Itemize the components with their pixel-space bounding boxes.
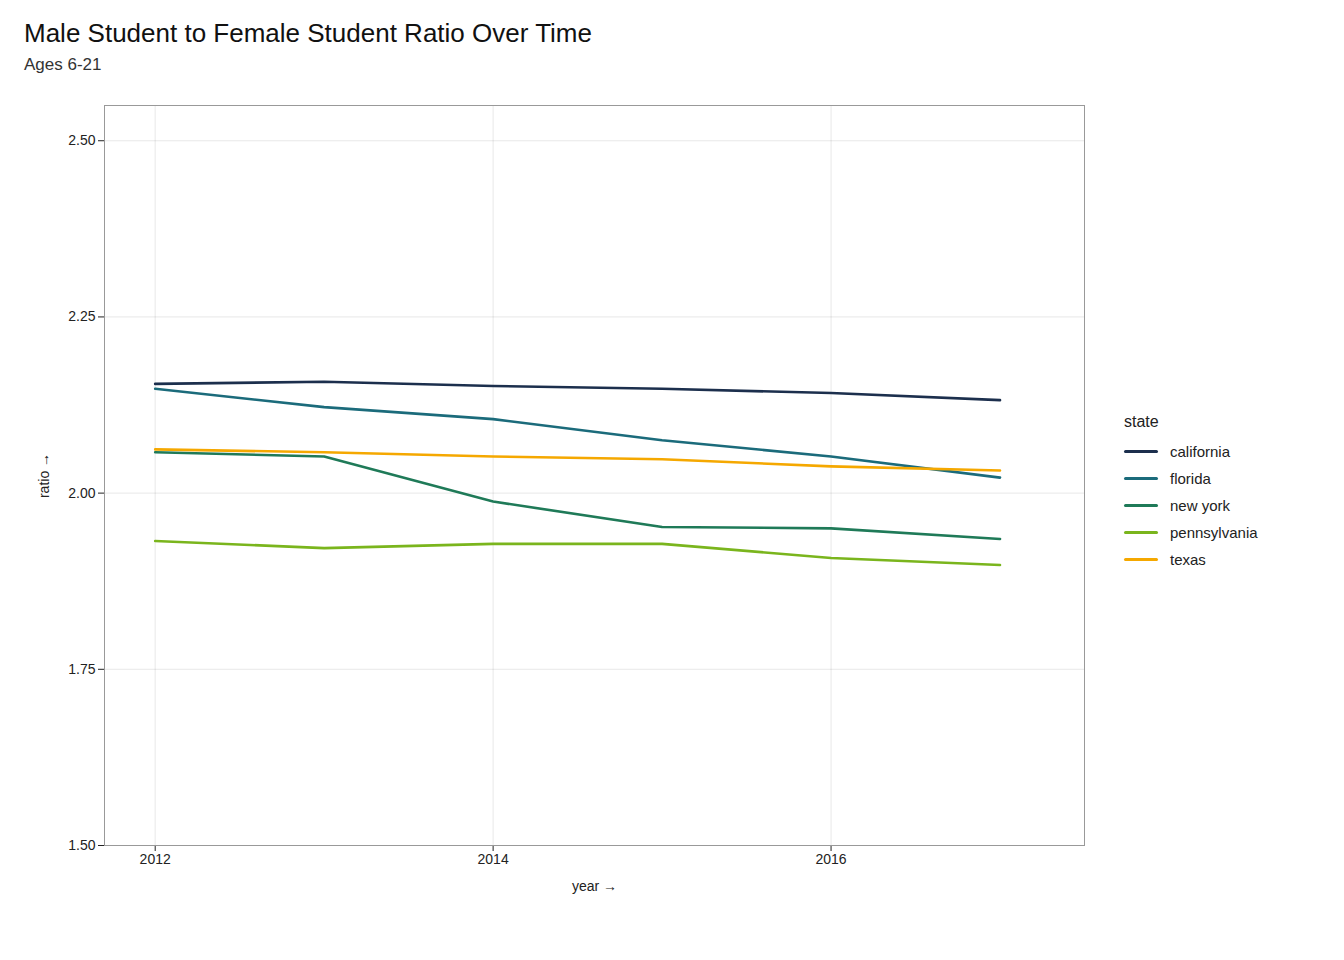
- html-text:florida: florida: [1170, 469, 1211, 487]
- html-text:texas: texas: [1170, 550, 1206, 568]
- svg-text:ratio →: ratio →: [36, 453, 52, 498]
- html-text:state: state: [1124, 412, 1159, 430]
- html-text:california: california: [1170, 442, 1230, 460]
- svg-text:2.25: 2.25: [68, 308, 95, 324]
- svg-text:1.50: 1.50: [68, 837, 95, 853]
- html-text:Male Student to Female Student: Male Student to Female Student Ratio Ove…: [24, 18, 592, 48]
- html-text:new york: new york: [1170, 496, 1230, 514]
- svg-text:year →: year →: [572, 878, 617, 894]
- svg-text:1.75: 1.75: [68, 661, 95, 677]
- svg-text:2012: 2012: [140, 851, 171, 867]
- svg-text:2014: 2014: [478, 851, 509, 867]
- svg-text:2016: 2016: [815, 851, 846, 867]
- html-text:Ages 6-21: Ages 6-21: [24, 55, 102, 74]
- html-text:pennsylvania: pennsylvania: [1170, 523, 1258, 541]
- svg-text:2.00: 2.00: [68, 485, 95, 501]
- svg-text:2.50: 2.50: [68, 132, 95, 148]
